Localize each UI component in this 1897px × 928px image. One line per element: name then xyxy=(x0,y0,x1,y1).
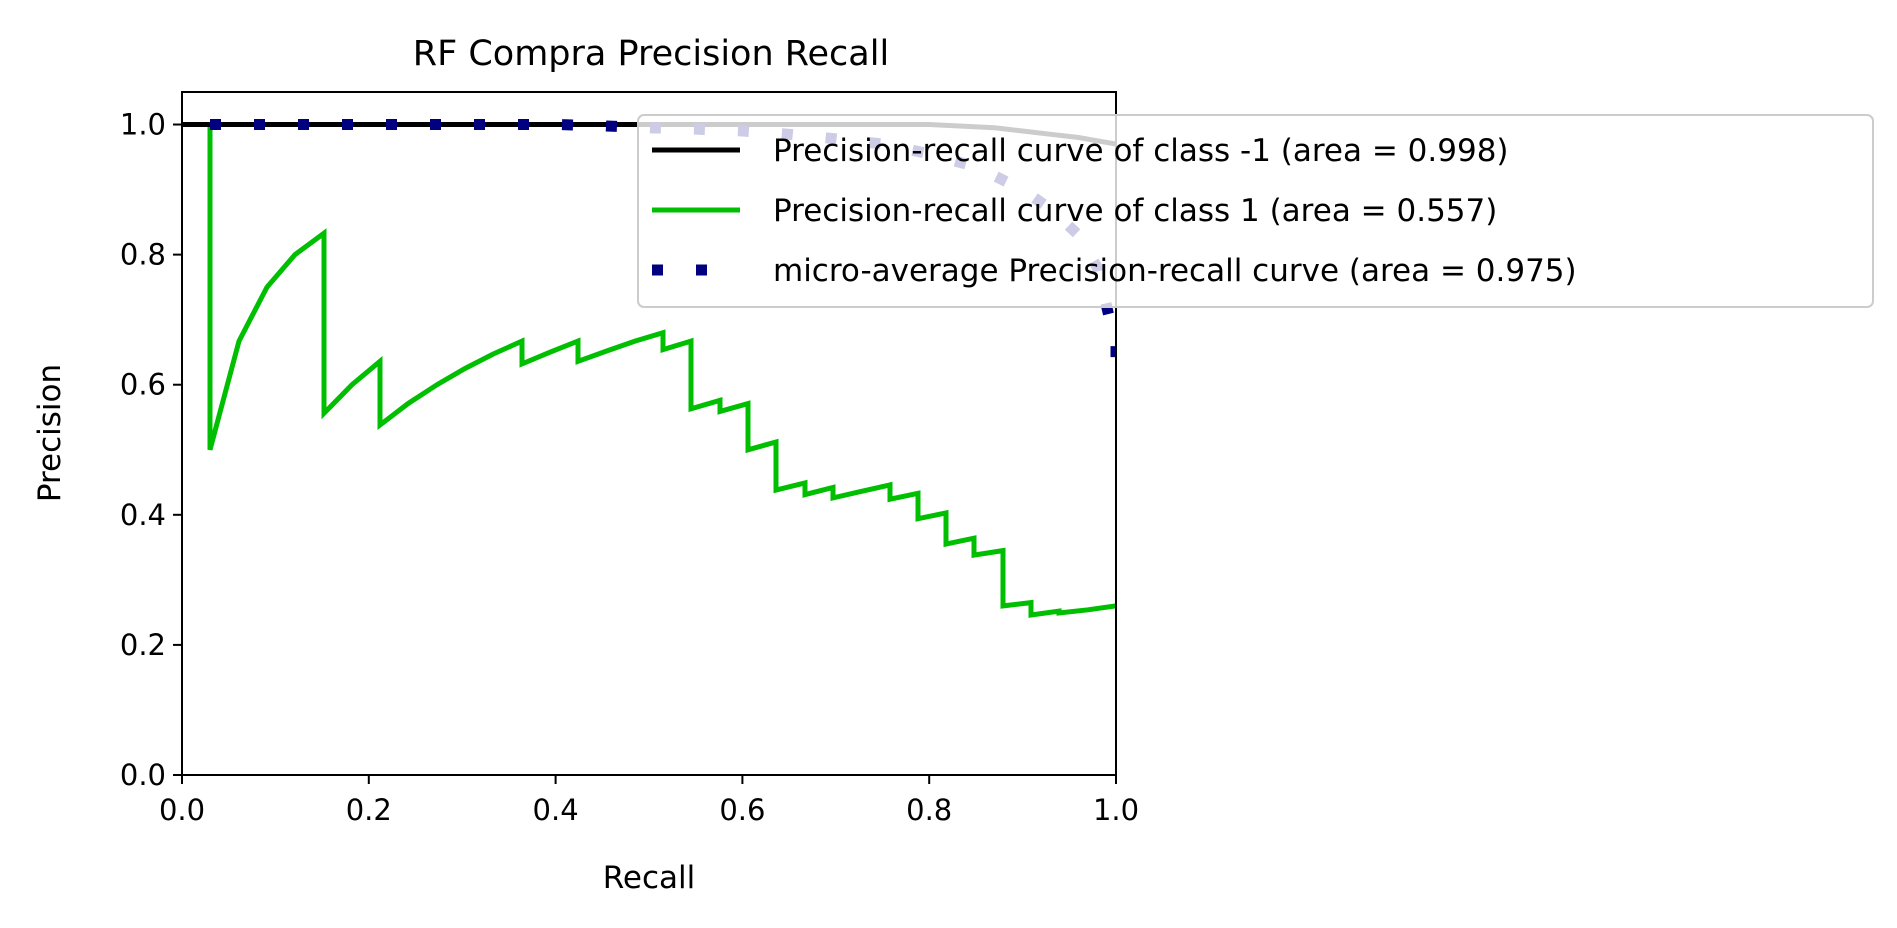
y-axis: 0.0 0.2 0.4 0.6 0.8 1.0 xyxy=(120,108,182,792)
y-tick-label: 0.0 xyxy=(120,758,166,792)
series-line-1 xyxy=(182,122,1116,618)
x-tick-label: 0.8 xyxy=(906,793,952,827)
x-tick-label: 0.0 xyxy=(159,793,205,827)
x-tick-label: 1.0 xyxy=(1093,793,1139,827)
legend-label: Precision-recall curve of class -1 (area… xyxy=(773,133,1509,169)
x-tick-label: 0.4 xyxy=(533,793,579,827)
y-tick-label: 0.8 xyxy=(120,238,166,272)
legend-box xyxy=(637,114,1874,308)
y-tick-label: 0.2 xyxy=(120,628,166,662)
legend-label: micro-average Precision-recall curve (ar… xyxy=(773,253,1577,289)
y-tick-label: 0.6 xyxy=(120,368,166,402)
y-tick-label: 0.4 xyxy=(120,498,166,532)
legend-label: Precision-recall curve of class 1 (area … xyxy=(773,193,1497,229)
axes-frame xyxy=(181,91,1117,776)
chart-title: RF Compra Precision Recall xyxy=(413,34,889,74)
y-tick-label: 1.0 xyxy=(120,108,166,142)
x-axis: 0.0 0.2 0.4 0.6 0.8 1.0 xyxy=(159,775,1139,827)
legend: Precision-recall curve of class -1 (area… xyxy=(637,114,1874,308)
x-axis-label: Recall xyxy=(603,860,696,896)
y-axis-label: Precision xyxy=(32,364,68,502)
x-tick-label: 0.6 xyxy=(719,793,765,827)
x-tick-label: 0.2 xyxy=(346,793,392,827)
